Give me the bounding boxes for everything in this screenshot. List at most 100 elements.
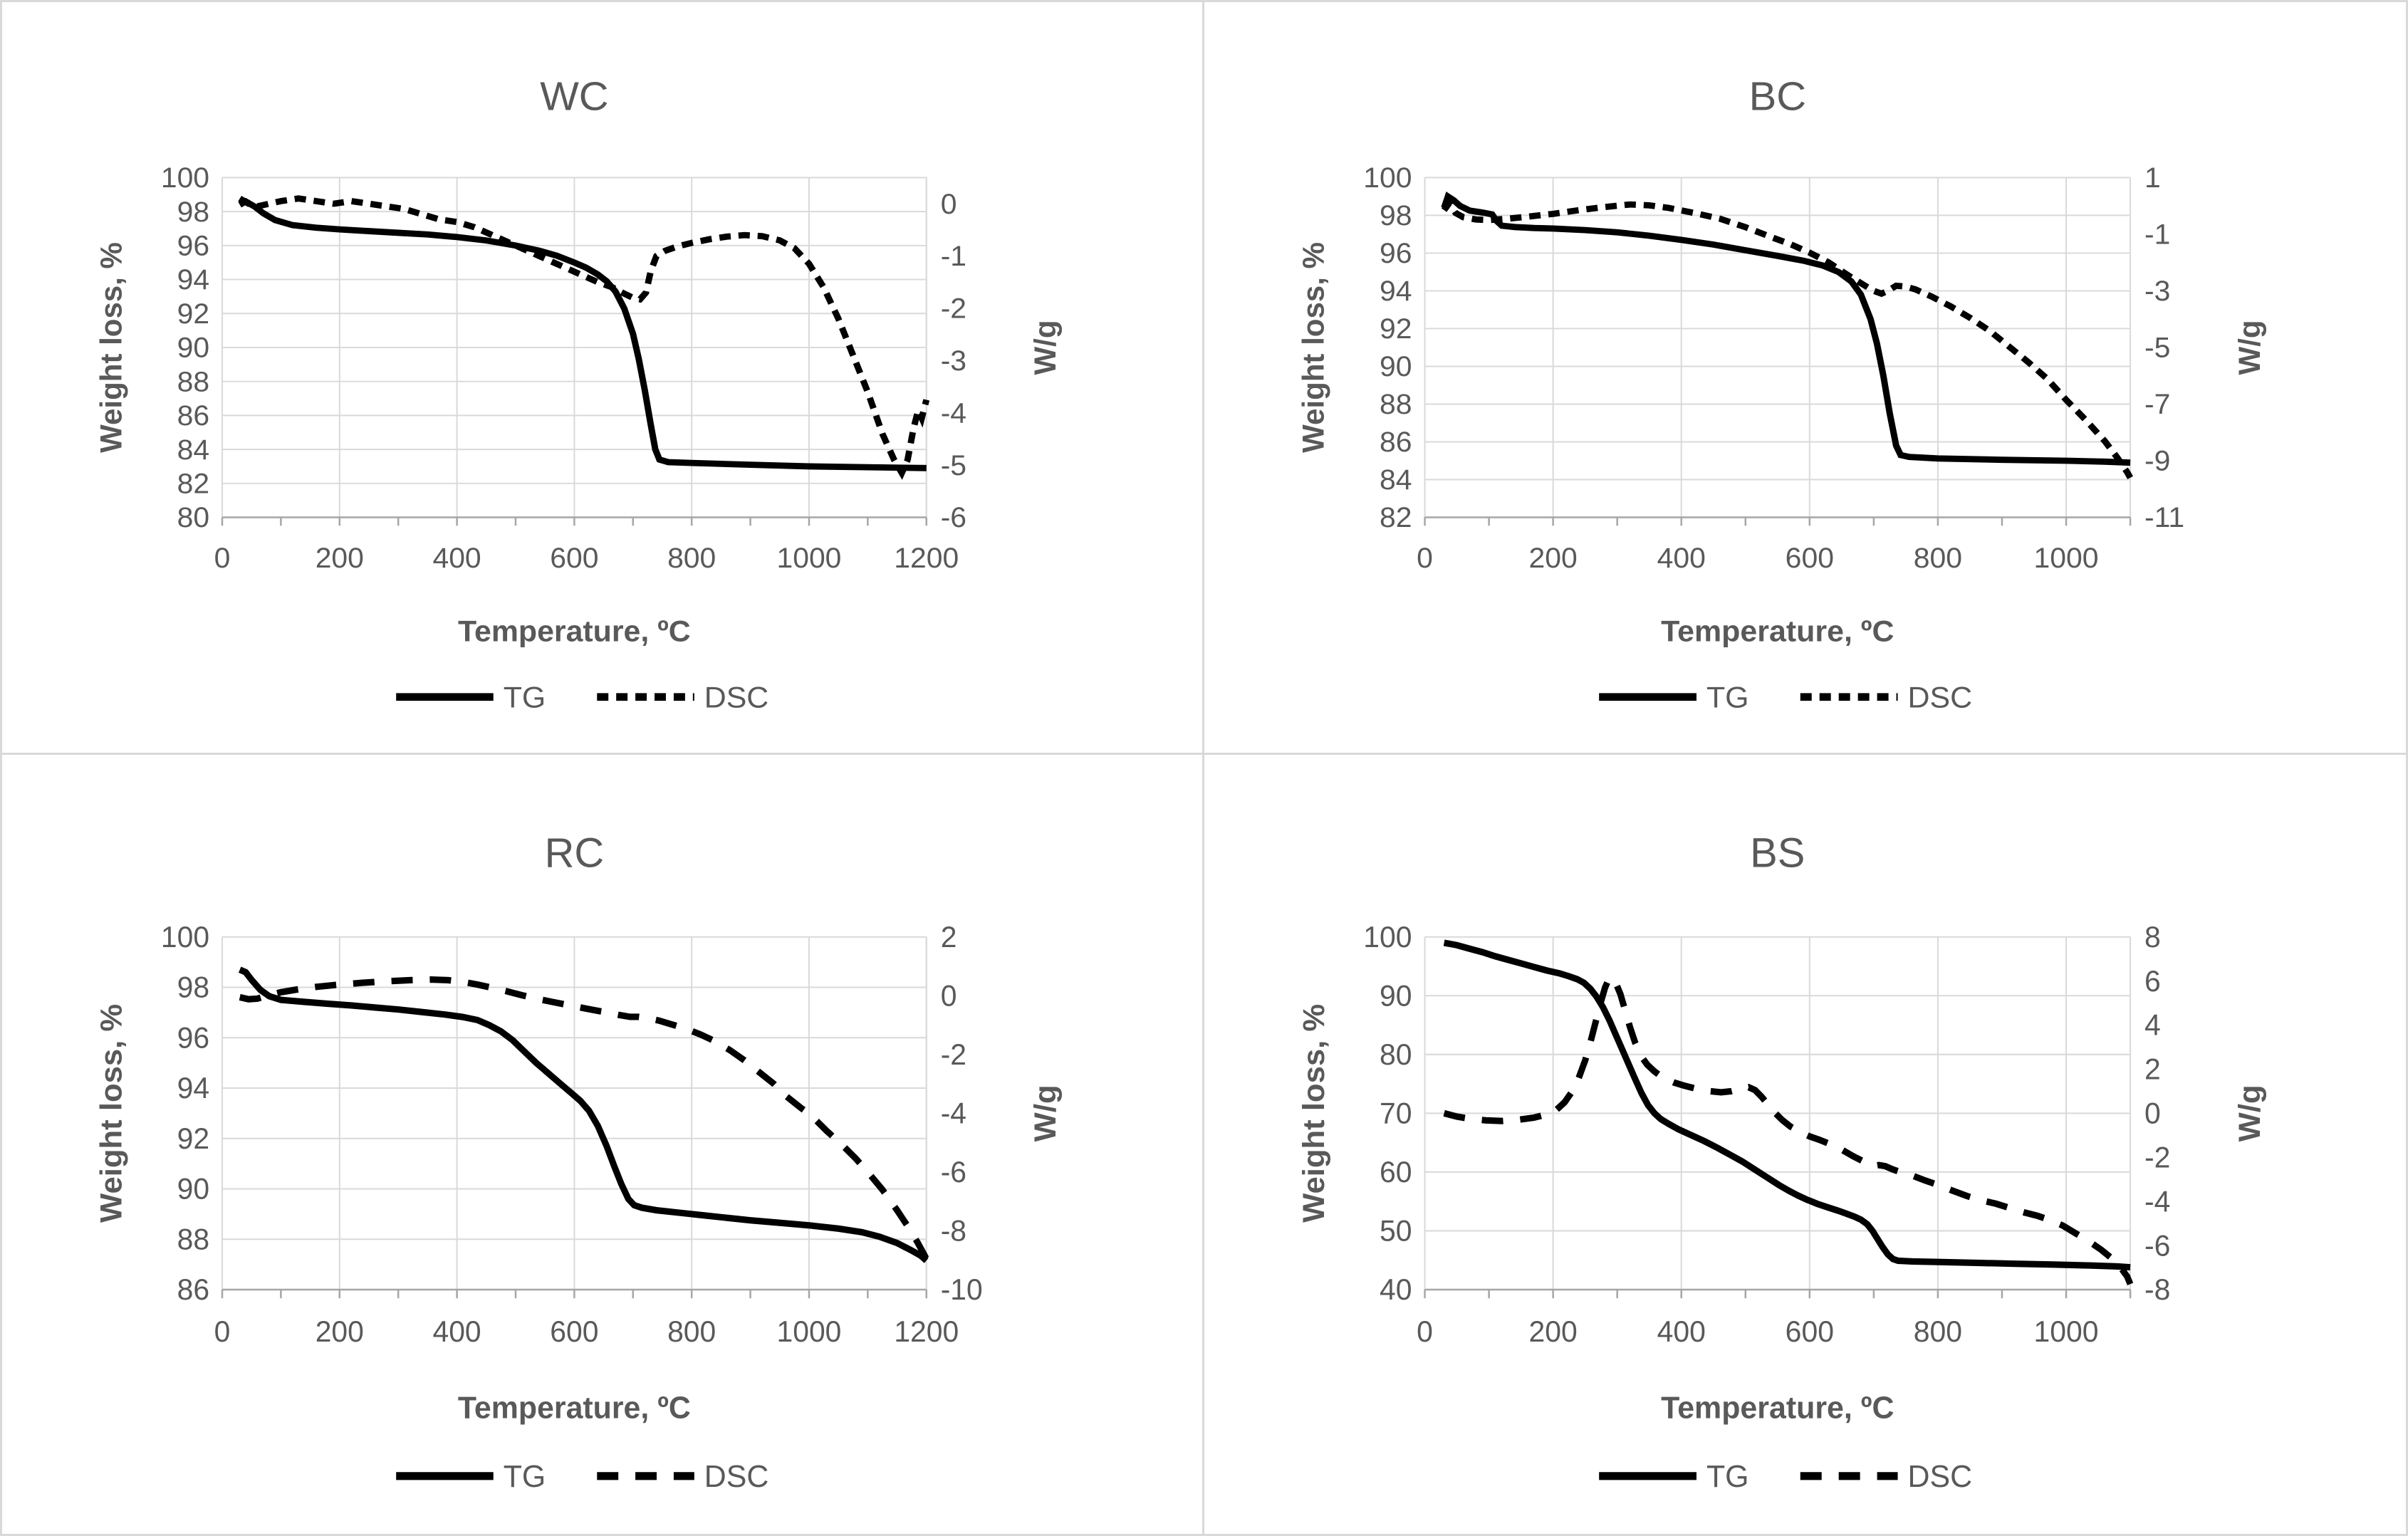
y-left-tick-label: 80 (1380, 1038, 1412, 1071)
tg-curve (238, 197, 927, 471)
x-tick-label: 800 (1913, 1315, 1961, 1348)
y-left-tick-label: 92 (177, 297, 209, 330)
y-left-axis-title: Weight loss, % (95, 1004, 129, 1223)
y-right-tick-label: 0 (941, 979, 957, 1012)
x-tick-label: 600 (1785, 541, 1833, 574)
y-left-tick-label: 84 (1380, 464, 1412, 496)
y-right-tick-label: -2 (941, 292, 966, 325)
x-tick-label: 1000 (2033, 541, 2098, 574)
legend-tg-label: TG (1706, 1460, 1748, 1494)
x-axis-title: Temperature, ºC (458, 615, 691, 648)
tg-curve (1443, 939, 2130, 1271)
x-tick-label: 0 (214, 541, 231, 574)
chart-title: RC (545, 830, 604, 877)
y-left-tick-label: 96 (177, 229, 209, 262)
y-right-tick-label: -11 (2144, 501, 2184, 534)
dsc-curve (239, 976, 929, 1260)
legend-dsc-label: DSC (704, 1460, 769, 1494)
legend-tg-label: TG (504, 1460, 546, 1494)
y-left-tick-label: 82 (177, 467, 209, 500)
y-left-tick-label: 82 (1380, 501, 1412, 534)
x-tick-label: 400 (1657, 1315, 1705, 1348)
y-right-tick-label: -2 (941, 1038, 966, 1071)
legend-tg-label: TG (1706, 681, 1748, 715)
plot-area: 0 200 400 600 800 1000 40 50 60 70 80 90 100 8 6 4 2 0 -2 -… (1363, 921, 2170, 1348)
y-right-tick-label: -3 (941, 344, 966, 377)
y-right-tick-label: -5 (941, 449, 966, 481)
y-left-tick-label: 70 (1380, 1097, 1412, 1129)
y-right-tick-label: 6 (2144, 965, 2161, 998)
y-right-tick-label: 8 (2144, 921, 2161, 954)
x-tick-label: 1000 (777, 1315, 842, 1348)
y-right-tick-label: -7 (2144, 388, 2170, 421)
y-right-tick-label: -3 (2144, 275, 2170, 308)
x-tick-label: 1200 (894, 1315, 959, 1348)
legend: TG DSC (1598, 1460, 1972, 1494)
x-tick-label: 0 (1417, 1315, 1433, 1348)
x-tick-label: 600 (550, 541, 598, 574)
y-right-tick-label: -6 (2144, 1229, 2170, 1262)
chart-wc: 0 200 400 600 800 1000 12008082848688909294969… (94, 74, 1062, 714)
y-right-tick-label: -4 (941, 1097, 966, 1129)
x-tick-label: 200 (316, 541, 364, 574)
y-left-tick-label: 94 (177, 263, 209, 296)
y-left-tick-label: 86 (177, 399, 209, 432)
y-left-axis-title: Weight loss, % (1297, 242, 1330, 453)
x-tick-label: 800 (1913, 541, 1961, 574)
y-right-tick-label: -8 (941, 1214, 966, 1247)
plot-area: 0 200 400 600 800 1000 1200 86 88 90 92 94 96 98 100 2 0… (161, 921, 983, 1349)
legend-tg-label: TG (504, 681, 546, 714)
y-left-tick-label: 92 (177, 1122, 209, 1155)
y-left-tick-label: 94 (1380, 275, 1412, 308)
legend-dsc-label: DSC (1907, 681, 1972, 715)
x-axis-title: Temperature, ºC (1661, 615, 1894, 649)
plot-area: 0 200 400 600 800 1000 82 84 86 88 90 92 94 96 98 100 1 -… (1363, 161, 2184, 573)
y-left-tick-label: 50 (1380, 1214, 1412, 1247)
y-left-tick-label: 86 (1380, 426, 1412, 459)
y-right-tick-label: -9 (2144, 444, 2170, 477)
y-right-tick-label: -5 (2144, 331, 2170, 364)
plot-area: 0 200 400 600 800 1000 12008082848688909294969… (161, 161, 966, 573)
y-left-tick-label: 80 (177, 501, 209, 534)
dsc-curve (1442, 973, 2133, 1286)
chart-bs: 0 200 400 600 800 1000 40 50 60 70 80 90 100 8 6 4 2 0 -2 -… (1297, 830, 2267, 1494)
y-left-tick-label: 88 (177, 365, 209, 398)
x-tick-label: 1200 (894, 541, 959, 574)
chart-bc: 0 200 400 600 800 1000 82 84 86 88 90 92 94 96 98 100 1 -… (1297, 74, 2267, 715)
y-left-tick-label: 88 (1380, 388, 1412, 421)
y-right-axis-title: W/g (1028, 320, 1062, 375)
legend: TG DSC (1598, 681, 1972, 715)
y-left-tick-label: 94 (177, 1072, 209, 1104)
x-tick-label: 600 (1785, 1315, 1833, 1348)
y-right-tick-label: 2 (941, 921, 957, 954)
legend-dsc-label: DSC (704, 681, 768, 714)
y-left-tick-label: 90 (177, 331, 209, 364)
chart-cell-bc: 0 200 400 600 800 1000 82 84 86 88 90 92 94 96 98 100 1 -… (1204, 2, 2406, 755)
y-left-tick-label: 100 (161, 921, 209, 954)
x-axis-title: Temperature, ºC (1661, 1391, 1894, 1425)
y-right-tick-label: 4 (2144, 1008, 2161, 1041)
y-right-axis-title: W/g (1029, 1085, 1063, 1141)
x-tick-label: 400 (432, 541, 481, 574)
chart-title: WC (540, 74, 608, 119)
chart-title: BS (1750, 830, 1805, 877)
x-tick-label: 0 (214, 1315, 231, 1348)
y-left-tick-label: 84 (177, 433, 209, 466)
y-right-axis-title: W/g (2233, 1085, 2267, 1141)
y-left-tick-label: 100 (1363, 161, 1412, 194)
x-tick-label: 400 (433, 1315, 481, 1348)
legend-dsc-label: DSC (1907, 1460, 1972, 1494)
x-tick-label: 1000 (777, 541, 842, 574)
legend: TG DSC (396, 681, 768, 714)
y-right-axis-title: W/g (2233, 320, 2266, 375)
y-left-tick-label: 98 (177, 195, 209, 228)
y-left-tick-label: 90 (1380, 979, 1412, 1012)
tg-curve (1440, 192, 2130, 466)
dsc-curve (1441, 197, 2133, 480)
y-left-tick-label: 90 (177, 1172, 209, 1205)
y-right-tick-label: -1 (2144, 218, 2170, 251)
y-left-tick-label: 60 (1380, 1156, 1412, 1188)
y-left-tick-label: 40 (1380, 1273, 1412, 1306)
y-left-axis-title: Weight loss, % (1297, 1004, 1331, 1223)
y-right-tick-label: -10 (941, 1273, 983, 1306)
